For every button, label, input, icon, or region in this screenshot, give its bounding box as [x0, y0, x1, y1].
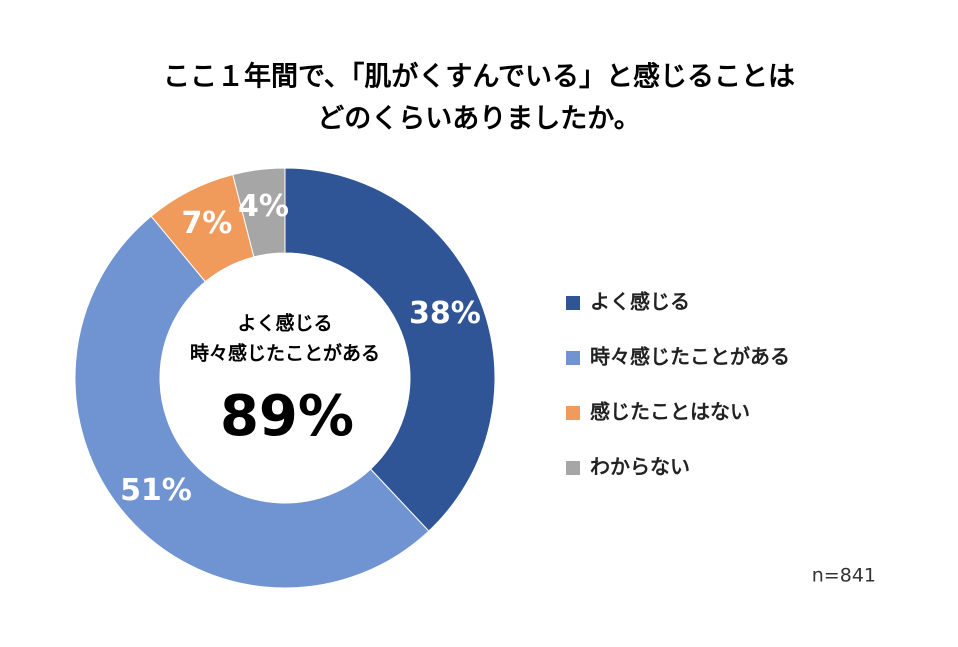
legend-text: わからない: [590, 455, 690, 479]
center-label: 時々感じたことがある: [190, 342, 380, 365]
slice-label: 7%: [181, 206, 232, 241]
slice-label: 51%: [120, 473, 192, 508]
donut-slice: [232, 167, 286, 258]
chart-title: どのくらいありましたか。: [317, 104, 640, 135]
center-value: 89%: [220, 384, 354, 449]
slice-label: 38%: [409, 296, 481, 331]
chart-title: ここ１年間で、「肌がくすんでいる」と感じることは: [163, 61, 795, 93]
donut-slice: [284, 167, 496, 532]
donut-slice: [74, 215, 430, 589]
legend-text: 感じたことはない: [590, 400, 750, 424]
legend-swatch: [566, 296, 580, 310]
slice-label: 4%: [238, 189, 289, 224]
legend-text: よく感じる: [590, 290, 690, 314]
legend-swatch: [566, 406, 580, 420]
center-label: よく感じる: [237, 312, 332, 335]
legend-swatch: [566, 351, 580, 365]
legend-swatch: [566, 461, 580, 475]
legend-text: 時々感じたことがある: [590, 345, 790, 369]
sample-size: n=841: [812, 565, 876, 587]
